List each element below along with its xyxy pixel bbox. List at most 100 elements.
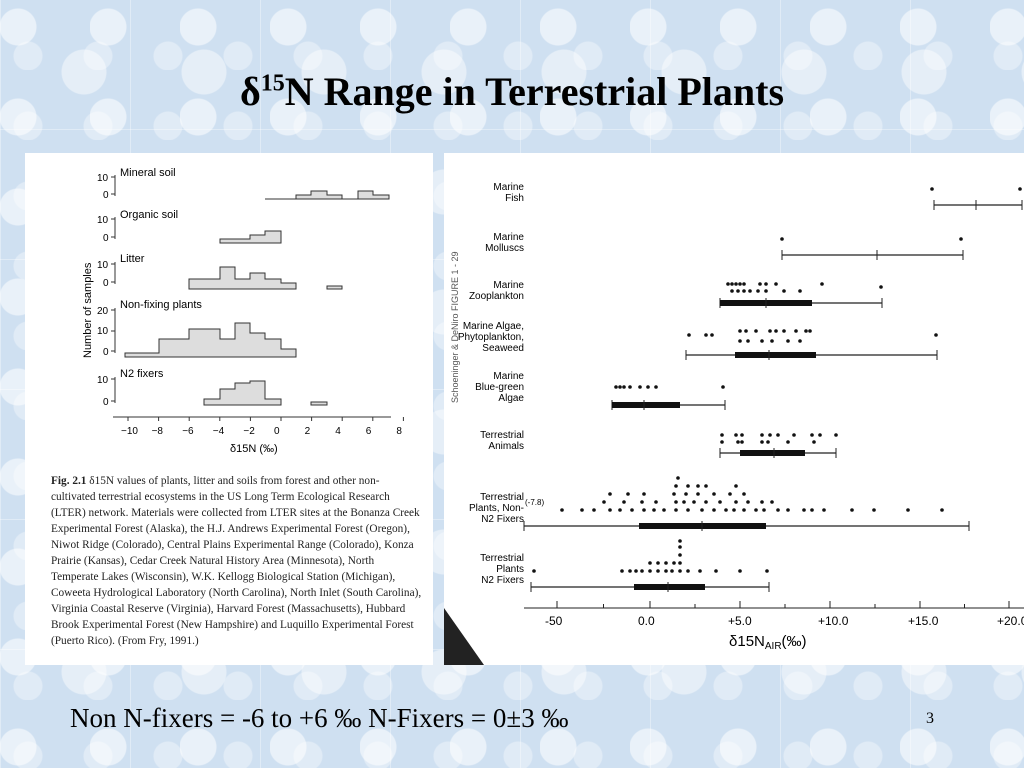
sample-dot	[686, 484, 690, 488]
sample-dot	[810, 508, 814, 512]
sample-dot	[758, 282, 762, 286]
panel-organic-soil: Organic soil 10 0	[97, 209, 282, 244]
sample-dot	[720, 433, 724, 437]
panel-non-fixing-plants: Non-fixing plants 20 10 0	[97, 299, 297, 358]
sample-dot	[618, 385, 622, 389]
sample-dot	[640, 569, 644, 573]
group-label: Seaweed	[482, 343, 524, 354]
panel-mineral-soil: Mineral soil 10 0	[97, 167, 390, 201]
sample-dot	[608, 492, 612, 496]
svg-text:10: 10	[97, 215, 109, 226]
sample-dot	[764, 289, 768, 293]
sample-dot	[776, 433, 780, 437]
right-figure-panel: Schoeninger & DeNiro FIGURE 1 - 29 Marin…	[444, 153, 1024, 665]
sample-dot	[678, 569, 682, 573]
sample-dot	[674, 500, 678, 504]
sample-dot	[798, 289, 802, 293]
x-tick-label: +20.0	[997, 614, 1024, 628]
sample-dot	[678, 553, 682, 557]
sample-dot	[774, 329, 778, 333]
sample-dot	[810, 433, 814, 437]
x-tick-label: 4	[335, 426, 341, 437]
svg-text:0: 0	[103, 397, 109, 408]
sample-dot	[652, 508, 656, 512]
sample-dot	[736, 440, 740, 444]
sample-dot	[638, 385, 642, 389]
sample-dot	[614, 385, 618, 389]
sample-dot	[756, 289, 760, 293]
sample-dot	[648, 561, 652, 565]
sample-dot	[746, 500, 750, 504]
sample-dot	[736, 289, 740, 293]
sample-dot	[786, 339, 790, 343]
footer-note: Non N-fixers = -6 to +6 ‰ N-Fixers = 0±3…	[70, 703, 569, 733]
sample-dot	[760, 500, 764, 504]
sample-dot	[714, 569, 718, 573]
sample-dot	[738, 329, 742, 333]
sample-dot	[742, 508, 746, 512]
x-tick-label: 8	[396, 426, 402, 437]
sample-dot	[738, 339, 742, 343]
sample-dot	[642, 508, 646, 512]
x-tick-label: −10	[121, 426, 138, 437]
sample-dot	[734, 484, 738, 488]
sample-dot	[850, 508, 854, 512]
sample-dot	[794, 329, 798, 333]
group-label: Marine Algae,	[463, 321, 524, 332]
sample-dot	[646, 385, 650, 389]
sample-dot	[602, 500, 606, 504]
sample-dot	[740, 433, 744, 437]
sample-dot	[798, 339, 802, 343]
range-plot-figure: Schoeninger & DeNiro FIGURE 1 - 29 Marin…	[444, 182, 1024, 665]
sample-dot	[768, 433, 772, 437]
sample-dot	[812, 440, 816, 444]
sample-dot	[822, 508, 826, 512]
sample-dot	[642, 492, 646, 496]
sample-dot	[672, 492, 676, 496]
sample-dot	[618, 508, 622, 512]
side-note: Schoeninger & DeNiro FIGURE 1 - 29	[450, 251, 460, 403]
x-tick-label: 0.0	[638, 614, 655, 628]
group-label: Marine	[493, 280, 524, 291]
x-tick-label: 0	[274, 426, 280, 437]
sd-bar	[634, 584, 705, 590]
x-axis-label: δ15NAIR(‰)	[729, 633, 807, 652]
group-label: Zooplankton	[469, 291, 524, 302]
sample-dot	[770, 339, 774, 343]
sample-dot	[804, 329, 808, 333]
sample-dot	[704, 333, 708, 337]
sample-dot	[696, 492, 700, 496]
sample-dot	[734, 433, 738, 437]
sample-dot	[742, 289, 746, 293]
svg-text:0: 0	[103, 278, 109, 289]
sample-dot	[930, 187, 934, 191]
panel-n2-fixers: N2 fixers 10 0	[97, 368, 328, 408]
sample-dot	[696, 484, 700, 488]
sample-dot	[762, 508, 766, 512]
sample-dot	[776, 508, 780, 512]
sample-dot	[664, 569, 668, 573]
sample-dot	[678, 561, 682, 565]
sample-dot	[654, 385, 658, 389]
sample-dot	[754, 508, 758, 512]
group-label: Marine	[493, 371, 524, 382]
x-axis: -50 0.0 +5.0 +10.0 +15.0 +20.0	[524, 601, 1024, 628]
sample-dot	[730, 282, 734, 286]
sample-dot	[742, 492, 746, 496]
sample-dot	[834, 433, 838, 437]
sample-dot	[674, 484, 678, 488]
sd-bar	[612, 402, 680, 408]
svg-text:Litter: Litter	[120, 253, 145, 265]
sample-dot	[738, 282, 742, 286]
sample-dot	[608, 508, 612, 512]
sample-dot	[760, 440, 764, 444]
sample-dot	[648, 569, 652, 573]
sample-dot	[678, 539, 682, 543]
sample-dot	[654, 500, 658, 504]
group-rows: MarineFishMarineMolluscsMarineZooplankto…	[458, 182, 1023, 592]
group-label: Phytoplankton,	[458, 332, 524, 343]
slide-title: δ15N Range in Terrestrial Plants	[239, 69, 785, 114]
group-label: Terrestrial	[480, 553, 524, 564]
sample-dot	[687, 333, 691, 337]
